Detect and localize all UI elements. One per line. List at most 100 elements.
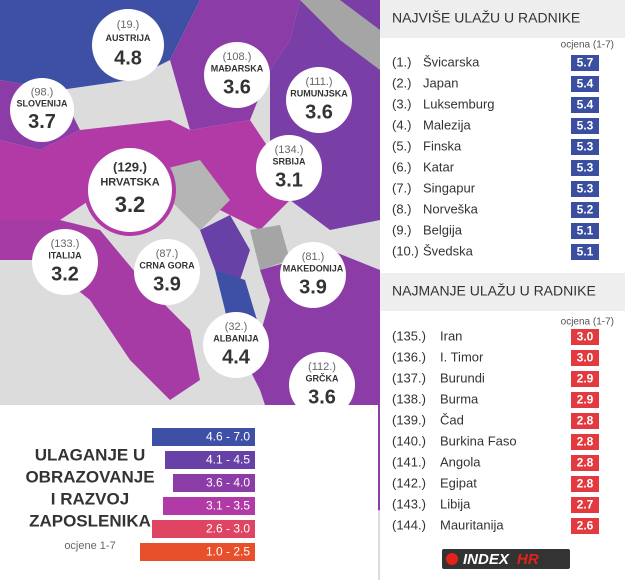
country-score: 3.2 <box>115 192 146 217</box>
country: Norveška <box>423 201 479 216</box>
score: 2.8 <box>577 435 594 449</box>
rank: (142.) <box>392 475 426 490</box>
legend-swatch <box>152 428 255 446</box>
country-rank: (129.) <box>113 159 147 174</box>
country-bubble <box>92 9 164 81</box>
legend-swatch <box>140 543 255 561</box>
score-box <box>571 139 599 155</box>
country-name: RUMUNJSKA <box>290 88 348 98</box>
country-name: MAĐARSKA <box>211 63 264 73</box>
score: 5.3 <box>577 140 594 154</box>
country-score: 3.6 <box>305 101 333 123</box>
list-title: NAJVIŠE ULAŽU U RADNIKE <box>392 10 580 26</box>
country-name: CRNA GORA <box>139 260 195 270</box>
rank: (143.) <box>392 496 426 511</box>
rank: (8.) <box>392 201 412 216</box>
legend-range: 3.6 - 4.0 <box>206 476 250 490</box>
country-score: 3.1 <box>275 169 303 191</box>
country-name: MAKEDONIJA <box>283 263 344 273</box>
country-rank: (32.) <box>225 321 248 333</box>
score-box <box>571 55 599 71</box>
score: 5.3 <box>577 161 594 175</box>
country-rank: (87.) <box>156 248 179 260</box>
country-rank: (112.) <box>308 361 336 373</box>
score-box <box>571 497 599 513</box>
country: Mauritanija <box>440 517 504 532</box>
rank: (137.) <box>392 370 426 385</box>
country: Švedska <box>423 243 474 258</box>
country-bubble <box>204 42 270 108</box>
region <box>300 0 380 70</box>
country-score: 4.8 <box>114 48 142 70</box>
legend-subtitle: ocjene 1-7 <box>64 540 115 552</box>
country-name: ITALIJA <box>48 250 82 260</box>
country: Egipat <box>440 475 477 490</box>
score: 2.8 <box>577 477 594 491</box>
country-rank: (111.) <box>305 76 332 88</box>
country: Švicarska <box>423 54 480 69</box>
country: Iran <box>440 328 462 343</box>
logo-suffix: HR <box>517 551 539 568</box>
legend-swatch <box>152 520 255 538</box>
score: 2.7 <box>577 498 594 512</box>
country: Malezija <box>423 117 471 132</box>
score-box <box>571 518 599 534</box>
logo-mark <box>446 553 458 565</box>
score: 2.8 <box>577 456 594 470</box>
country-bubble <box>203 312 269 378</box>
score: 5.4 <box>577 77 594 91</box>
rank: (3.) <box>392 96 412 111</box>
country: Libija <box>440 496 471 511</box>
country: Luksemburg <box>423 96 495 111</box>
legend-range: 2.6 - 3.0 <box>206 522 250 536</box>
rank: (144.) <box>392 517 426 532</box>
score-box <box>571 118 599 134</box>
score: 2.9 <box>577 393 594 407</box>
country: Finska <box>423 138 462 153</box>
country-rank: (81.) <box>302 251 325 263</box>
legend-swatch <box>163 497 255 515</box>
rank: (1.) <box>392 54 412 69</box>
rank: (141.) <box>392 454 426 469</box>
country-rank: (134.) <box>275 144 304 156</box>
score-box <box>571 476 599 492</box>
country: Burkina Faso <box>440 433 517 448</box>
column-header: ocjena (1-7) <box>561 317 614 328</box>
score-box <box>571 455 599 471</box>
legend-title: OBRAZOVANJE <box>25 467 154 486</box>
legend-swatch <box>165 451 255 469</box>
country-score: 3.6 <box>223 76 251 98</box>
score: 2.8 <box>577 414 594 428</box>
rank: (10.) <box>392 243 419 258</box>
rank: (140.) <box>392 433 426 448</box>
score-box <box>571 76 599 92</box>
legend-range: 4.1 - 4.5 <box>206 453 250 467</box>
score-box <box>571 434 599 450</box>
legend-range: 1.0 - 2.5 <box>206 545 250 559</box>
score-box <box>571 244 599 260</box>
country: Belgija <box>423 222 463 237</box>
rank: (6.) <box>392 159 412 174</box>
country-score: 4.4 <box>222 346 251 368</box>
country-name: GRČKA <box>306 372 339 383</box>
country-bubble <box>286 67 352 133</box>
country-name: HRVATSKA <box>100 177 159 189</box>
score: 5.3 <box>577 182 594 196</box>
country-score: 3.2 <box>51 263 79 285</box>
score: 5.2 <box>577 203 594 217</box>
legend-range: 4.6 - 7.0 <box>206 430 250 444</box>
title-bar <box>380 0 625 38</box>
country: Angola <box>440 454 481 469</box>
region <box>200 215 250 280</box>
country-name: SRBIJA <box>272 156 306 166</box>
country-bubble <box>256 135 322 201</box>
score: 5.3 <box>577 119 594 133</box>
score-box <box>571 223 599 239</box>
score-box <box>571 350 599 366</box>
score-box <box>571 97 599 113</box>
rank: (5.) <box>392 138 412 153</box>
region <box>160 160 230 230</box>
country-score: 3.7 <box>28 111 56 133</box>
score: 5.7 <box>577 56 594 70</box>
